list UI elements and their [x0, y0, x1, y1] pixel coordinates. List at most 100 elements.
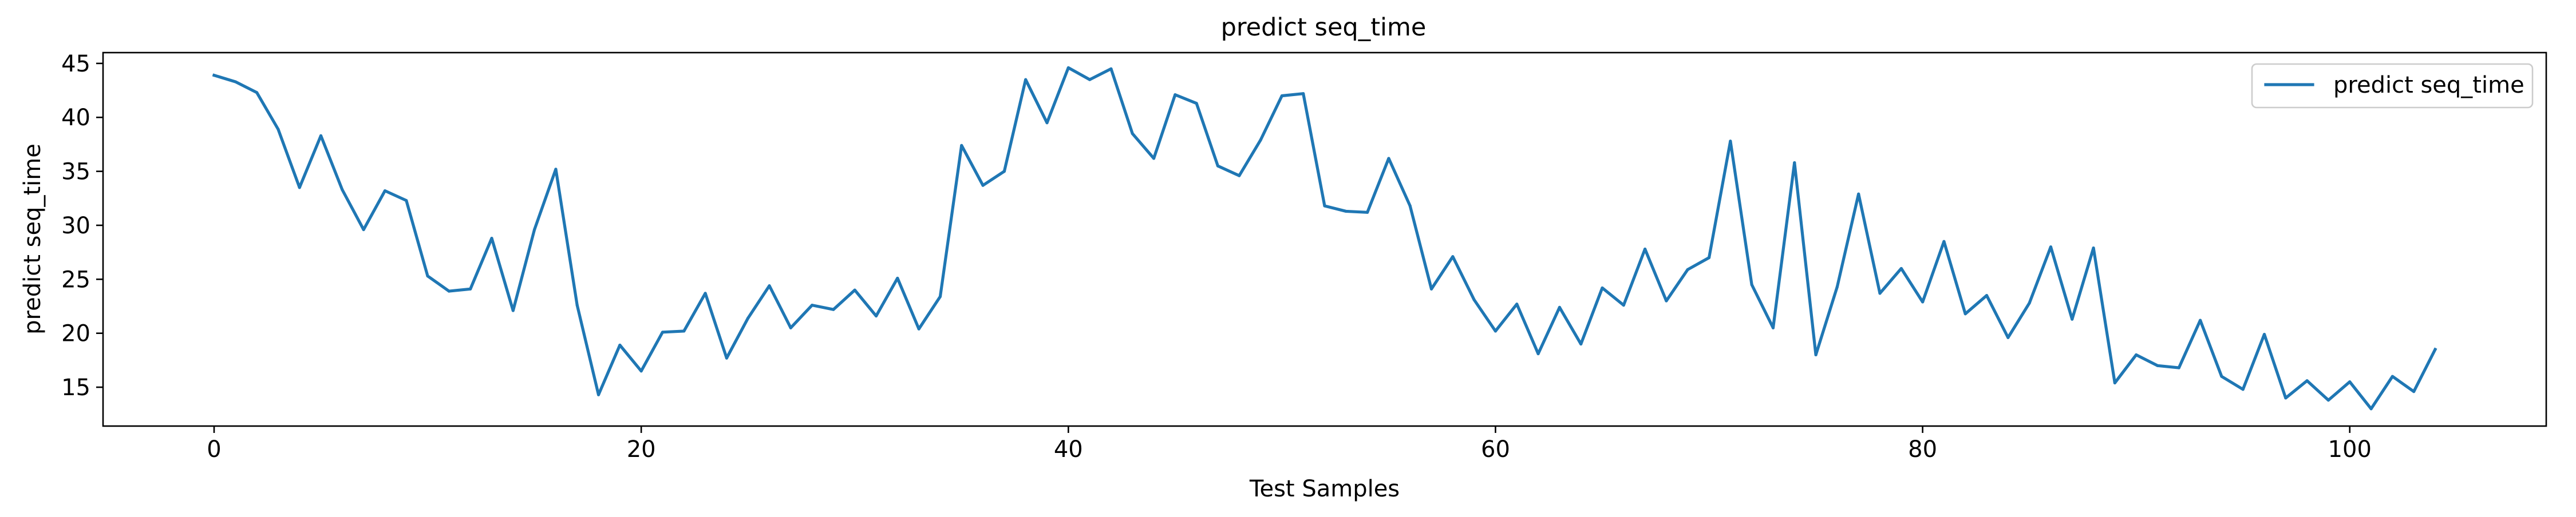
data-point: 53: 31.3 [1344, 209, 1348, 213]
data-point: 40: 44.6 [1066, 66, 1070, 70]
data-point: 95: 14.8 [2241, 388, 2245, 391]
data-point: 41: 43.5 [1088, 78, 1092, 81]
data-point: 65: 24.2 [1601, 286, 1604, 290]
data-point: 74: 35.8 [1793, 161, 1796, 165]
data-point: 14: 22.1 [511, 309, 515, 312]
data-point: 69: 25.9 [1686, 268, 1689, 271]
data-point: 49: 37.9 [1259, 138, 1262, 142]
data-point: 85: 22.8 [2028, 301, 2031, 305]
data-point: 56: 31.8 [1408, 204, 1412, 208]
data-point: 44: 36.2 [1152, 157, 1156, 160]
data-point: 45: 42.1 [1174, 93, 1177, 97]
data-point: 80: 22.9 [1921, 300, 1925, 304]
data-point: 7: 29.6 [362, 228, 365, 232]
data-point: 35: 37.4 [960, 144, 963, 147]
data-point: 2: 42.3 [255, 91, 259, 94]
data-point: 82: 21.8 [1963, 312, 1967, 316]
data-point: 92: 16.8 [2177, 366, 2180, 369]
data-point: 86: 28 [2049, 245, 2053, 249]
data-point: 58: 27.1 [1451, 255, 1455, 258]
data-point: 68: 23 [1665, 299, 1668, 303]
y-tick-label: 25 [61, 267, 90, 293]
data-point: 17: 22.6 [575, 304, 579, 307]
data-point: 1: 43.3 [234, 80, 237, 83]
data-point: 54: 31.2 [1366, 210, 1369, 214]
data-point: 104: 18.5 [2433, 348, 2437, 351]
data-point: 57: 24.1 [1429, 287, 1433, 291]
legend-box [2251, 63, 2534, 109]
data-point: 8: 33.2 [383, 189, 387, 193]
data-point: 29: 22.2 [832, 308, 835, 311]
legend: predict seq_time [2251, 63, 2534, 109]
data-point: 70: 27 [1707, 256, 1711, 260]
data-point: 72: 24.5 [1750, 283, 1753, 287]
data-point: 50: 42 [1280, 94, 1283, 98]
plot-area-frame [102, 51, 2547, 427]
data-point: 84: 19.6 [2006, 336, 2010, 339]
data-point: 71: 37.8 [1729, 140, 1732, 143]
data-point: 0: 43.9 [212, 74, 216, 77]
data-point: 33: 20.4 [917, 327, 920, 331]
y-tick-label: 45 [61, 51, 90, 77]
data-point: 64: 19 [1579, 342, 1583, 346]
data-point: 79: 26 [1899, 267, 1903, 271]
data-point: 51: 42.2 [1302, 92, 1305, 96]
data-point: 55: 36.2 [1387, 157, 1390, 160]
data-point: 99: 13.8 [2326, 399, 2330, 402]
x-tick-label: 0 [207, 436, 221, 463]
y-axis-label: predict seq_time [19, 144, 46, 335]
data-point: 12: 24.1 [469, 287, 472, 291]
data-point: 46: 41.3 [1195, 102, 1198, 105]
data-point: 67: 27.8 [1643, 247, 1647, 251]
data-point: 38: 43.5 [1024, 78, 1028, 81]
data-point: 6: 33.3 [341, 188, 344, 192]
data-point: 27: 20.5 [789, 326, 792, 329]
data-point: 9: 32.3 [405, 198, 408, 202]
data-point: 61: 22.7 [1515, 303, 1519, 306]
x-tick-label: 40 [1054, 436, 1083, 463]
data-point: 83: 23.5 [1985, 294, 1989, 297]
x-axis: 0 20 40 60 80 100 [207, 426, 2372, 463]
data-point: 62: 18.1 [1536, 352, 1540, 356]
data-point: 43: 38.5 [1131, 132, 1134, 136]
legend-label: predict seq_time [2333, 72, 2524, 98]
data-point: 91: 17 [2156, 364, 2159, 367]
data-point: 26: 24.4 [768, 284, 771, 288]
data-point: 16: 35.2 [554, 168, 558, 171]
data-point: 63: 22.4 [1558, 305, 1561, 309]
data-point: 42: 44.5 [1109, 67, 1113, 70]
y-tick-label: 30 [61, 213, 90, 239]
data-point: 36: 33.7 [981, 184, 985, 187]
x-tick-label: 20 [627, 436, 656, 463]
data-point: 102: 16 [2391, 375, 2394, 378]
data-point: 66: 22.6 [1622, 304, 1625, 307]
data-point: 100: 15.5 [2348, 380, 2352, 384]
data-point: 30: 24 [853, 288, 856, 292]
data-point: 31: 21.6 [874, 314, 878, 318]
data-point: 93: 21.2 [2199, 319, 2202, 322]
data-point: 98: 15.6 [2305, 379, 2309, 383]
x-axis-label: Test Samples [1249, 476, 1400, 502]
chart-title: predict seq_time [1221, 13, 1427, 42]
data-point: 73: 20.5 [1771, 326, 1775, 329]
x-tick-label: 80 [1908, 436, 1937, 463]
data-point: 75: 18 [1814, 353, 1818, 357]
data-point: 28: 22.6 [811, 304, 814, 307]
data-point: 60: 20.2 [1494, 329, 1498, 333]
data-point: 94: 16 [2220, 375, 2223, 378]
data-point: 78: 23.7 [1878, 292, 1882, 295]
data-point: 103: 14.6 [2412, 390, 2416, 393]
data-point: 96: 19.9 [2262, 332, 2266, 336]
x-tick-label: 60 [1481, 436, 1510, 463]
data-point: 25: 21.4 [746, 316, 750, 320]
data-point: 52: 31.8 [1323, 204, 1326, 208]
y-tick-label: 15 [61, 375, 90, 401]
data-point: 4: 33.5 [298, 186, 301, 189]
data-point: 77: 32.9 [1857, 192, 1860, 196]
data-point: 87: 21.3 [2071, 317, 2074, 321]
data-point: 39: 39.5 [1045, 121, 1049, 125]
data-point: 37: 35 [1002, 170, 1006, 173]
